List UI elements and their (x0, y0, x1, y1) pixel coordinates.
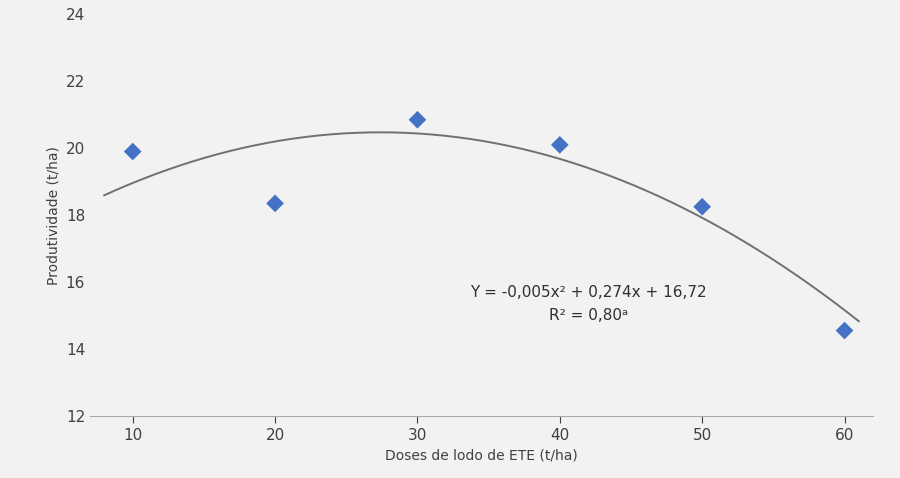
Point (125, 148, 140, 155)
X-axis label: Doses de lodo de ETE (t/ha): Doses de lodo de ETE (t/ha) (385, 448, 578, 462)
Point (410, 116, 425, 124)
Text: R² = 0,80ᵃ: R² = 0,80ᵃ (549, 308, 628, 323)
Text: Y = -0,005x² + 0,274x + 16,72: Y = -0,005x² + 0,274x + 16,72 (470, 284, 706, 300)
Point (553, 141, 567, 149)
Point (837, 327, 851, 335)
Point (268, 200, 283, 207)
Y-axis label: Produtividade (t/ha): Produtividade (t/ha) (46, 146, 60, 284)
Point (695, 203, 709, 211)
